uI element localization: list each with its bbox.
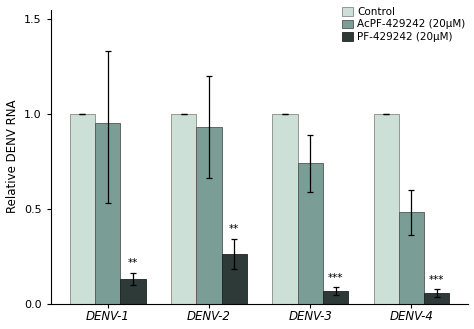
Bar (120, 279, 146, 303)
Text: **: ** (229, 224, 239, 234)
Bar (298, 163, 323, 303)
Bar (399, 213, 424, 303)
Legend: Control, AcPF-429242 (20μM), PF-429242 (20μM): Control, AcPF-429242 (20μM), PF-429242 (… (340, 5, 467, 44)
Bar (70, 114, 95, 303)
Bar (323, 291, 348, 303)
Bar (424, 293, 449, 303)
Text: ***: *** (429, 274, 445, 285)
Bar (222, 254, 247, 303)
Text: **: ** (128, 258, 138, 268)
Bar (272, 114, 298, 303)
Bar (374, 114, 399, 303)
Bar (95, 123, 120, 303)
Y-axis label: Relative DENV RNA: Relative DENV RNA (6, 100, 18, 213)
Bar (196, 127, 222, 303)
Text: ***: *** (328, 273, 343, 283)
Bar (171, 114, 196, 303)
